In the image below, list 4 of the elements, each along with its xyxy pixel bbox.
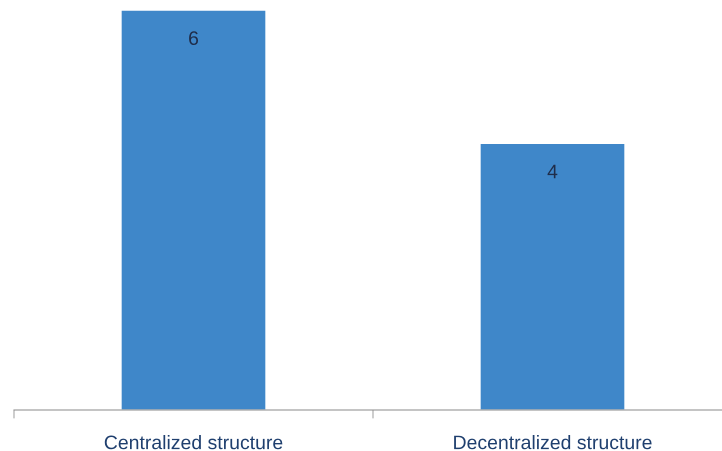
x-tick-label: Decentralized structure [454,435,652,450]
data-label: 6 [189,31,198,46]
x-tick-label: Centralized structure [104,435,282,450]
data-label: 4 [548,164,558,178]
